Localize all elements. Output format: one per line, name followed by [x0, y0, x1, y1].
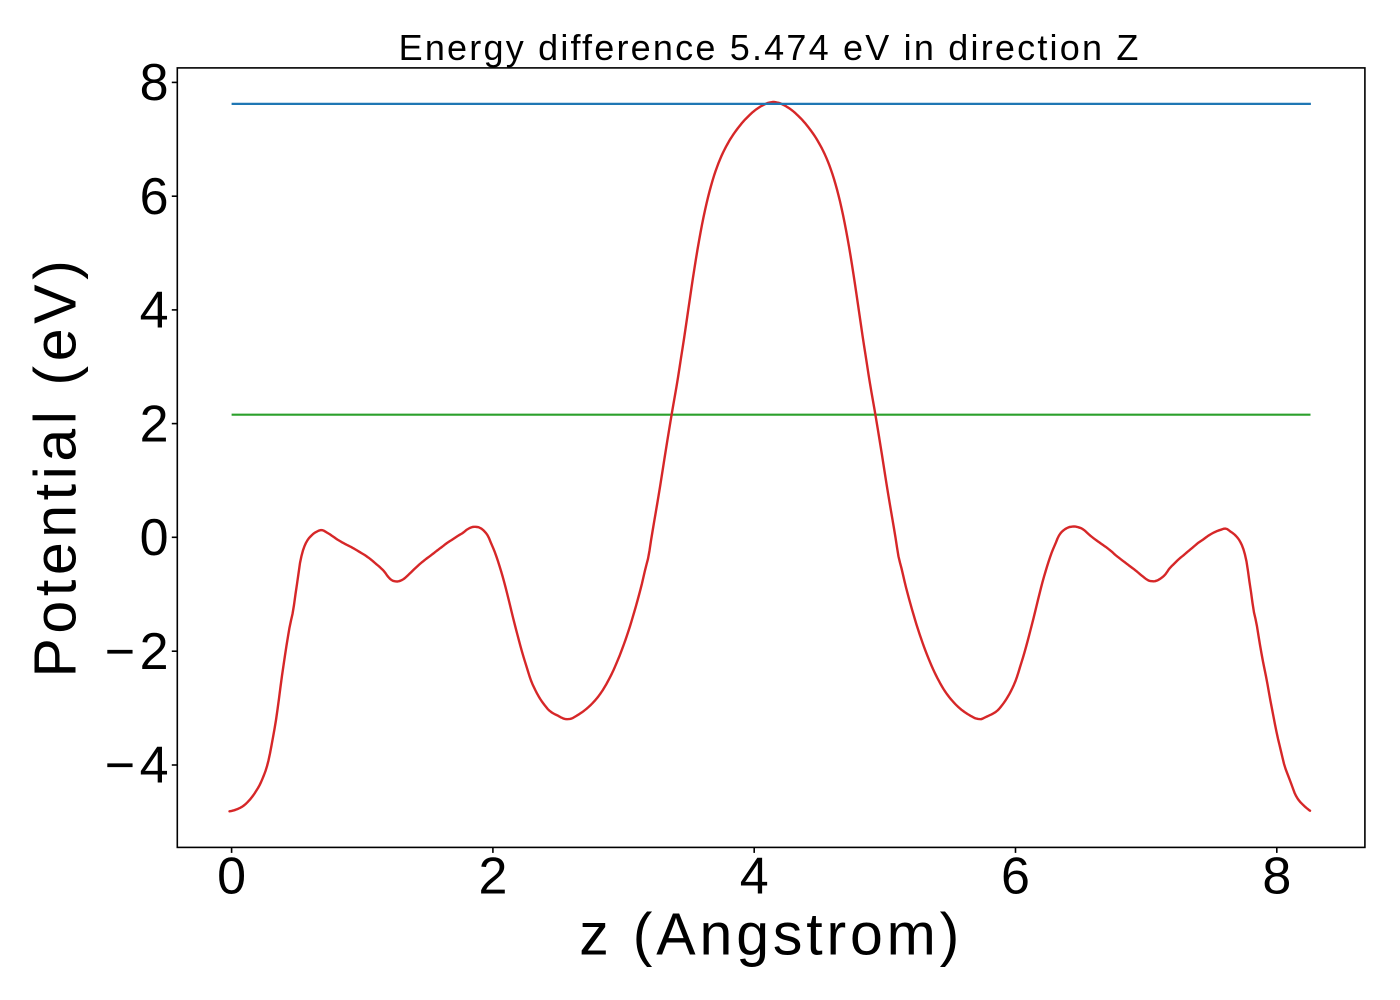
svg-text:Potential (eV): Potential (eV)	[23, 256, 89, 678]
svg-text:0: 0	[140, 509, 169, 567]
svg-text:0: 0	[217, 848, 246, 906]
svg-text:−4: −4	[105, 737, 173, 795]
svg-text:6: 6	[1001, 848, 1030, 906]
svg-text:4: 4	[140, 282, 169, 340]
svg-text:6: 6	[140, 168, 169, 226]
svg-text:2: 2	[478, 848, 507, 906]
svg-text:8: 8	[1262, 848, 1291, 906]
svg-text:z (Angstrom): z (Angstrom)	[579, 902, 963, 968]
svg-text:4: 4	[740, 848, 769, 906]
svg-text:2: 2	[140, 395, 169, 453]
svg-text:8: 8	[140, 54, 169, 112]
svg-text:Energy difference 5.474 eV in: Energy difference 5.474 eV in direction …	[399, 27, 1141, 68]
svg-text:−2: −2	[105, 623, 173, 681]
